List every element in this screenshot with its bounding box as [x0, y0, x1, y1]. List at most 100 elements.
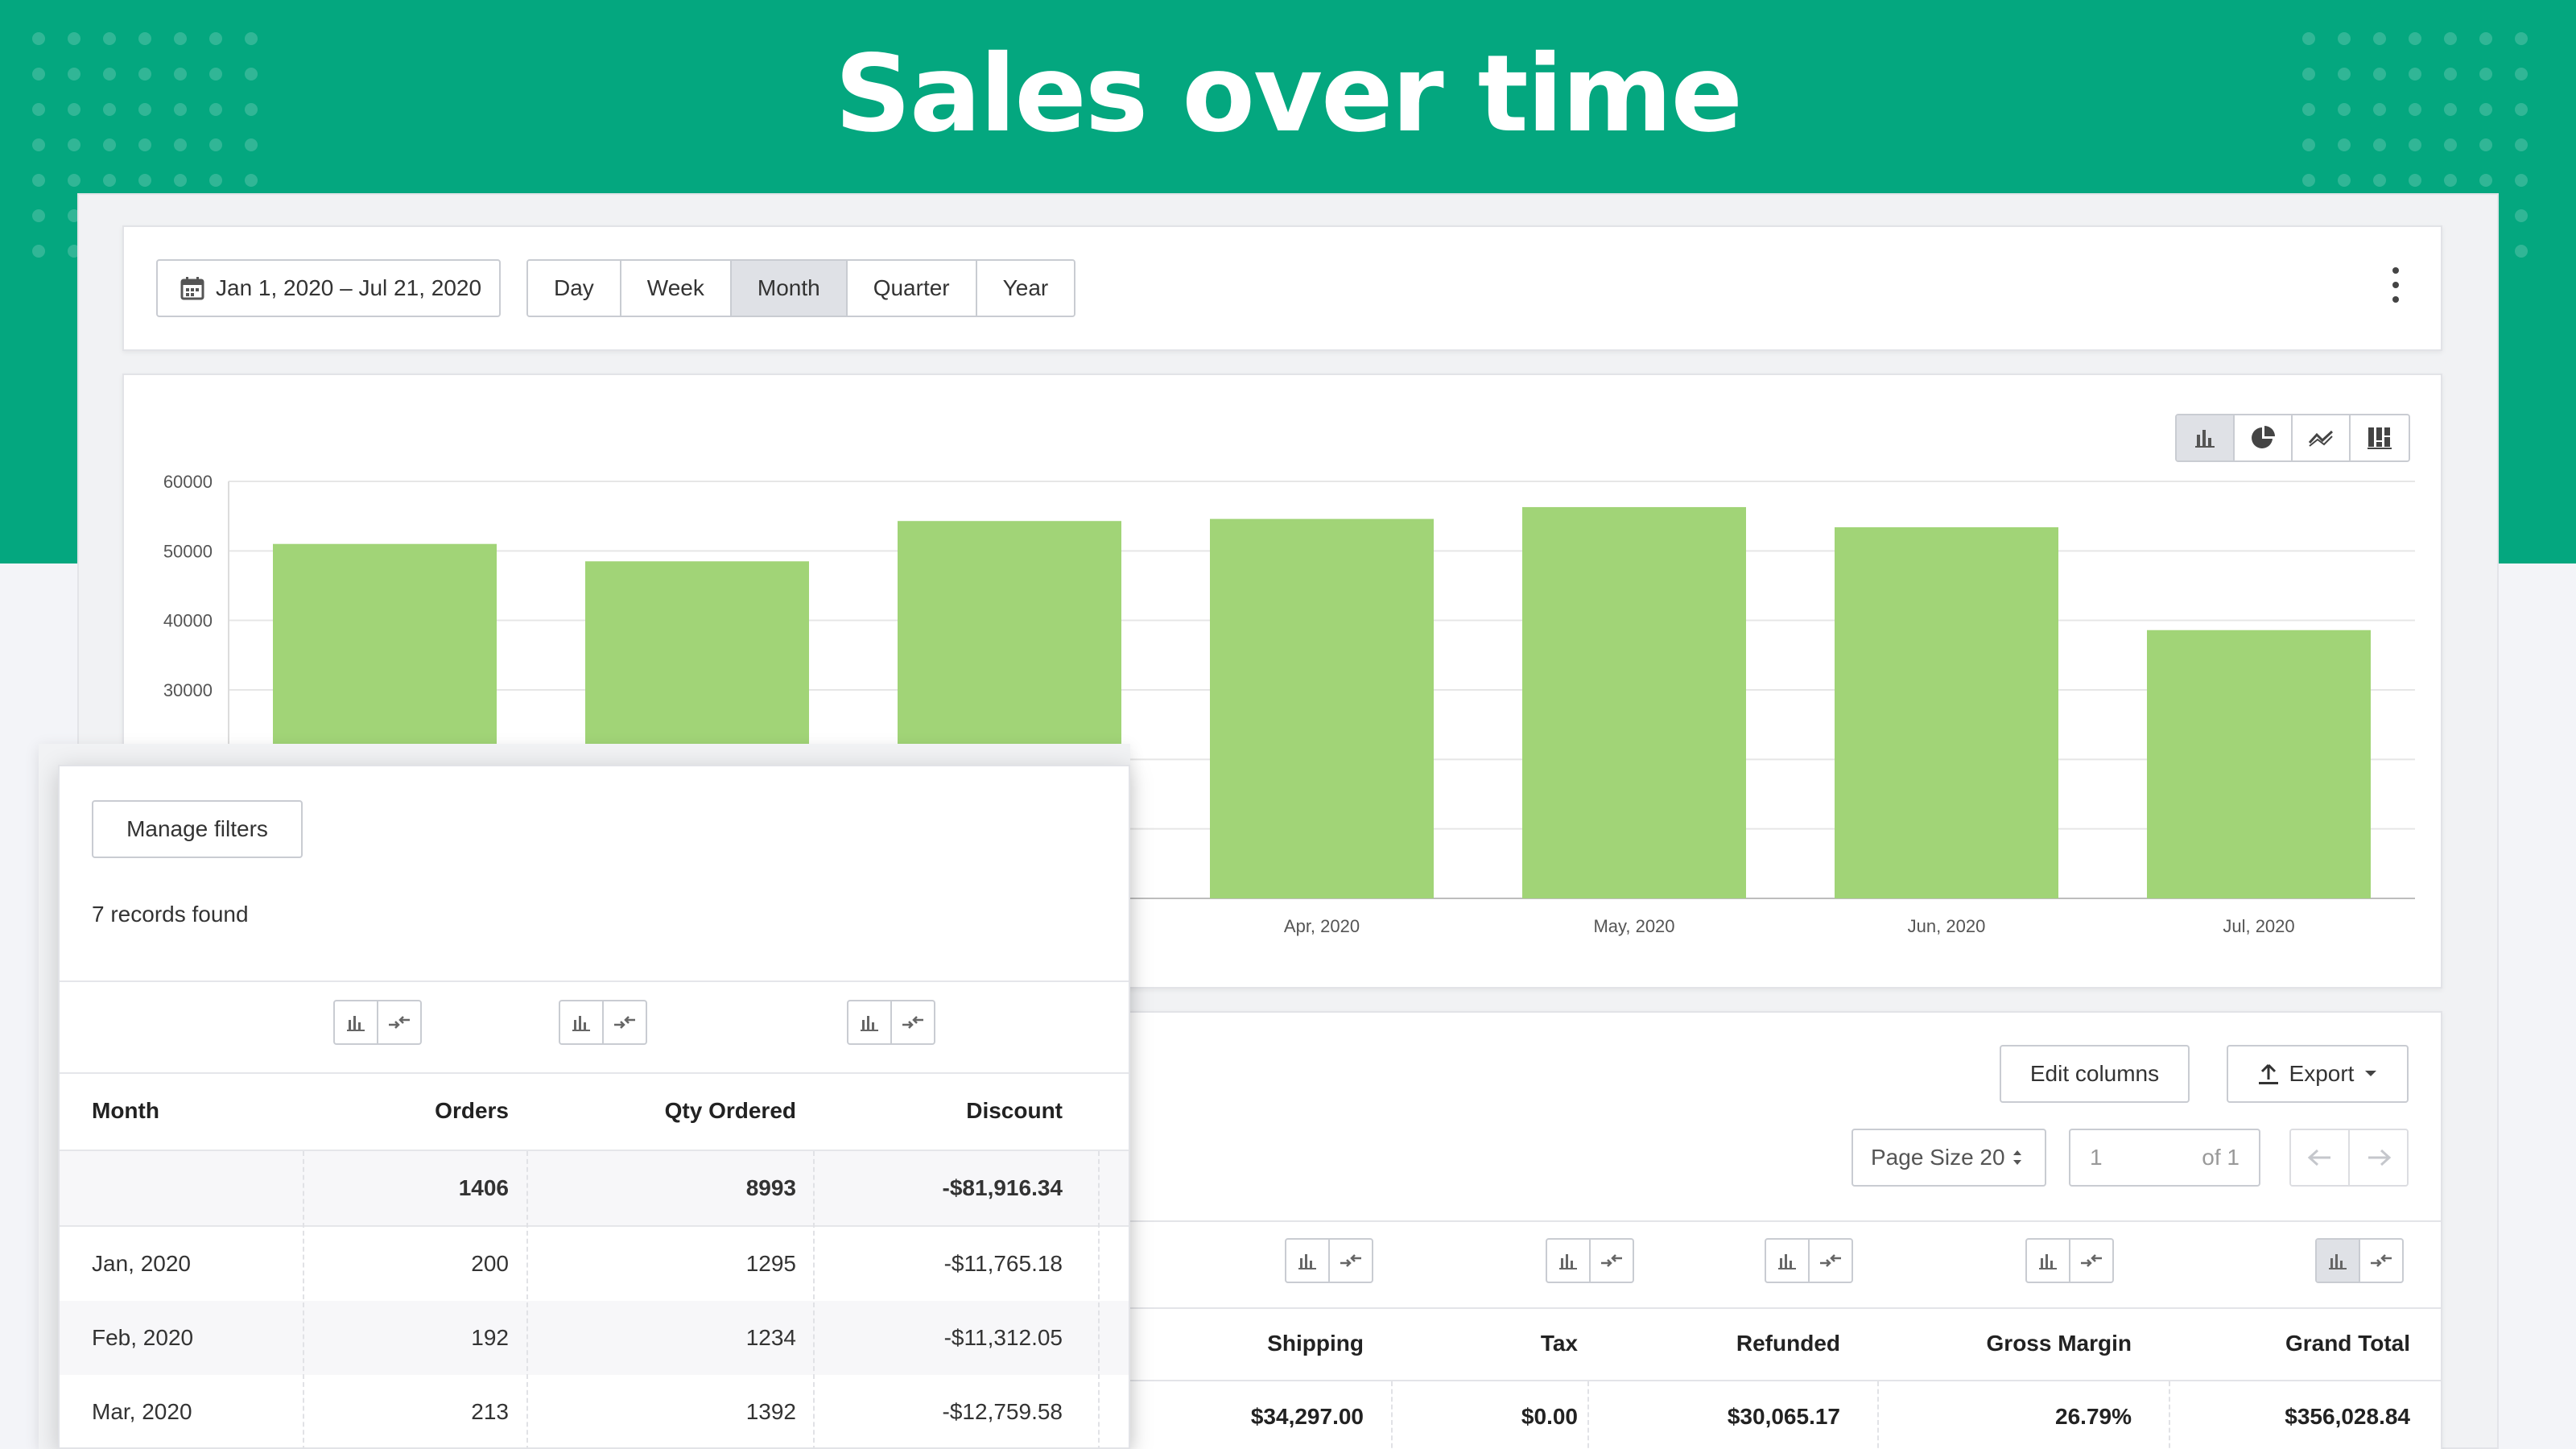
compare-icon[interactable] [892, 1001, 934, 1043]
table-row[interactable]: Mar, 2020 213 1392 -$12,759.58 [60, 1375, 1129, 1449]
column-separator [526, 1151, 528, 1449]
table-divider [124, 1307, 2441, 1309]
line-chart-icon[interactable] [2293, 415, 2351, 460]
decorative-dot [174, 138, 187, 151]
decorative-dot [2373, 68, 2386, 80]
period-day-button[interactable]: Day [528, 261, 621, 316]
total-discount: -$81,916.34 [942, 1175, 1063, 1200]
column-header-month[interactable]: Month [92, 1098, 159, 1123]
decorative-dot [138, 32, 151, 45]
table-row[interactable]: Jan, 2020 200 1295 -$11,765.18 [60, 1227, 1129, 1301]
compare-icon[interactable] [604, 1001, 646, 1043]
decorative-dot [103, 174, 116, 187]
decorative-dot [174, 68, 187, 80]
decorative-dot [2338, 138, 2351, 151]
column-header-qty-ordered[interactable]: Qty Ordered [664, 1098, 796, 1123]
decorative-dot [2373, 174, 2386, 187]
cell-discount: -$11,312.05 [943, 1325, 1063, 1350]
cell-discount: -$11,765.18 [943, 1251, 1063, 1276]
page-number-input[interactable]: 1 of 1 [2069, 1129, 2260, 1187]
decorative-dot [2479, 68, 2492, 80]
total-shipping: $34,297.00 [1250, 1404, 1364, 1429]
bar-chart-icon[interactable] [1286, 1240, 1330, 1282]
decorative-dot [2302, 68, 2315, 80]
column-separator [303, 1151, 304, 1449]
edit-columns-button[interactable]: Edit columns [2000, 1045, 2190, 1103]
bar-chart-icon[interactable] [560, 1001, 604, 1043]
decorative-dot [2479, 32, 2492, 45]
period-quarter-button[interactable]: Quarter [847, 261, 977, 316]
compare-icon[interactable] [378, 1001, 420, 1043]
column-header-shipping[interactable]: Shipping [1267, 1331, 1364, 1356]
column-header-discount[interactable]: Discount [966, 1098, 1063, 1123]
bar-chart-icon[interactable] [2027, 1240, 2070, 1282]
decorative-dot [2302, 32, 2315, 45]
decorative-dot [209, 103, 222, 116]
bar-chart-icon[interactable] [1547, 1240, 1591, 1282]
column-header-refunded[interactable]: Refunded [1736, 1331, 1840, 1356]
manage-filters-button[interactable]: Manage filters [92, 800, 303, 858]
compare-icon[interactable] [1591, 1240, 1633, 1282]
prev-page-icon[interactable] [2291, 1130, 2350, 1185]
compare-icon[interactable] [2070, 1240, 2112, 1282]
next-page-icon[interactable] [2350, 1130, 2407, 1185]
cell-orders: 192 [471, 1325, 509, 1350]
decorative-dot [2409, 174, 2421, 187]
export-label: Export [2289, 1061, 2355, 1086]
chart-bar[interactable] [1210, 518, 1434, 898]
report-toolbar: Jan 1, 2020 – Jul 21, 2020 Day Week Mont… [122, 225, 2442, 351]
table-row[interactable]: Feb, 2020 192 1234 -$11,312.05 [60, 1301, 1129, 1375]
bar-chart-icon[interactable] [1766, 1240, 1810, 1282]
decorative-dot [2409, 138, 2421, 151]
pie-chart-icon[interactable] [2235, 415, 2293, 460]
export-button[interactable]: Export [2227, 1045, 2409, 1103]
cell-qty-ordered: 1234 [745, 1325, 796, 1350]
compare-icon[interactable] [2360, 1240, 2402, 1282]
column-header-grand-total[interactable]: Grand Total [2285, 1331, 2410, 1356]
compare-icon[interactable] [1330, 1240, 1372, 1282]
chart-type-selector [2175, 414, 2410, 462]
date-range-picker[interactable]: Jan 1, 2020 – Jul 21, 2020 [156, 259, 501, 317]
total-qty-ordered: 8993 [745, 1175, 796, 1200]
bar-chart-icon[interactable] [335, 1001, 378, 1043]
chart-bar[interactable] [1522, 506, 1746, 898]
x-tick-label: Jun, 2020 [1908, 916, 1986, 936]
stacked-chart-icon[interactable] [2351, 415, 2409, 460]
x-tick-label: Jul, 2020 [2223, 916, 2294, 936]
column-chart-toggle [1546, 1238, 1634, 1283]
page-size-select[interactable]: Page Size 20 [1852, 1129, 2046, 1187]
period-month-button[interactable]: Month [731, 261, 848, 316]
pagination-buttons [2289, 1129, 2409, 1187]
cell-month: Mar, 2020 [92, 1399, 192, 1424]
period-selector: Day Week Month Quarter Year [526, 259, 1076, 317]
chart-bar[interactable] [2147, 630, 2371, 898]
decorative-dot [174, 103, 187, 116]
decorative-dot [2444, 68, 2457, 80]
filters-table-card: Manage filters 7 records found Month Ord… [58, 765, 1130, 1449]
bar-chart-icon[interactable] [848, 1001, 892, 1043]
decorative-dot [32, 103, 45, 116]
total-orders: 1406 [458, 1175, 509, 1200]
cell-month: Jan, 2020 [92, 1251, 191, 1276]
column-header-orders[interactable]: Orders [435, 1098, 509, 1123]
column-header-tax[interactable]: Tax [1540, 1331, 1578, 1356]
sort-arrows-icon [2013, 1150, 2021, 1165]
x-tick-label: Apr, 2020 [1284, 916, 1360, 936]
decorative-dot [2373, 32, 2386, 45]
y-tick-label: 30000 [163, 680, 213, 700]
decorative-dot [2338, 174, 2351, 187]
page-size-label: Page Size 20 [1871, 1145, 2005, 1170]
period-week-button[interactable]: Week [621, 261, 732, 316]
compare-icon[interactable] [1810, 1240, 1852, 1282]
totals-row: 1406 8993 -$81,916.34 [60, 1151, 1129, 1225]
y-tick-label: 40000 [163, 611, 213, 631]
bar-chart-icon[interactable] [2177, 415, 2235, 460]
chart-bar[interactable] [1835, 526, 2058, 898]
kebab-menu-icon[interactable] [2388, 267, 2404, 303]
decorative-dot [2409, 68, 2421, 80]
decorative-dot [2302, 103, 2315, 116]
bar-chart-icon[interactable] [2317, 1240, 2360, 1282]
cell-month: Feb, 2020 [92, 1325, 194, 1350]
column-header-gross-margin[interactable]: Gross Margin [1986, 1331, 2132, 1356]
period-year-button[interactable]: Year [976, 261, 1075, 316]
